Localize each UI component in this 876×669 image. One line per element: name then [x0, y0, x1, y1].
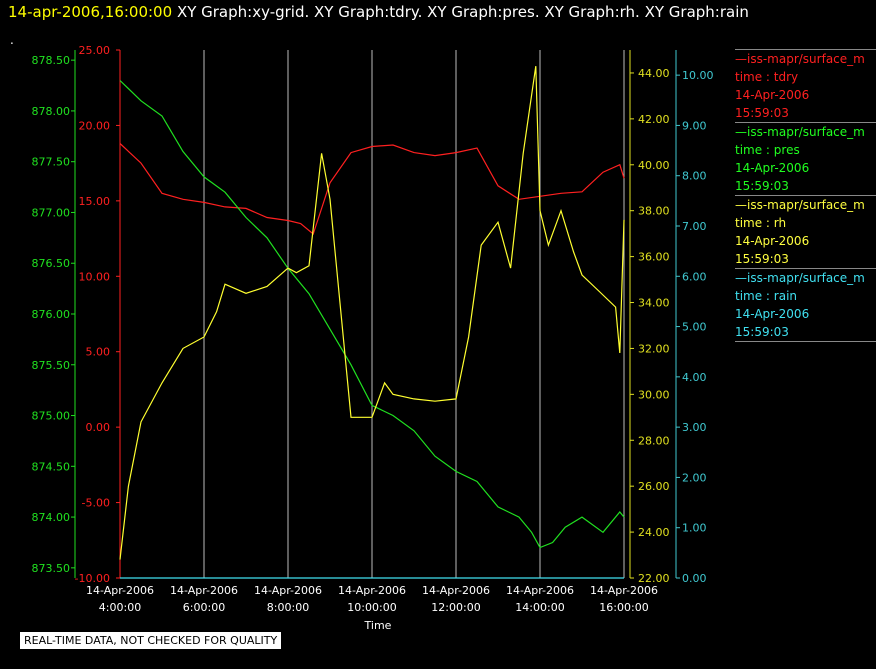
y-tick-label-rh: 36.00 [638, 251, 670, 264]
y-tick-label-rain: 0.00 [682, 572, 707, 585]
legend-series: —iss-mapr/surface_m [735, 52, 865, 66]
legend-time: 15:59:03 [735, 325, 789, 339]
legend-date: 14-Apr-2006 [735, 88, 810, 102]
y-tick-label-rain: 2.00 [682, 471, 707, 484]
y-tick-label-tdry: -10.00 [75, 572, 110, 585]
y-tick-label-rh: 32.00 [638, 342, 670, 355]
chart-header: 14-apr-2006,16:00:00 XY Graph:xy-grid. X… [8, 3, 749, 21]
legend-var: time : pres [735, 143, 800, 157]
y-tick-label-rain: 1.00 [682, 522, 707, 535]
x-tick-label-time: 8:00:00 [267, 601, 309, 614]
x-axis-label: Time [364, 619, 392, 632]
y-tick-label-tdry: 0.00 [86, 421, 111, 434]
legend-time: 15:59:03 [735, 179, 789, 193]
legend: —iss-mapr/surface_m time : tdry 14-Apr-200… [735, 49, 876, 342]
y-tick-label-tdry: 15.00 [79, 195, 111, 208]
x-tick-label-time: 10:00:00 [347, 601, 396, 614]
y-tick-label-rh: 42.00 [638, 113, 670, 126]
legend-series: —iss-mapr/surface_m [735, 271, 865, 285]
y-tick-label-rain: 5.00 [682, 321, 707, 334]
y-tick-label-rh: 26.00 [638, 480, 670, 493]
y-tick-label-tdry: -5.00 [82, 497, 110, 510]
y-tick-label-rh: 44.00 [638, 67, 670, 80]
legend-time: 15:59:03 [735, 106, 789, 120]
legend-var: time : tdry [735, 70, 799, 84]
legend-var: time : rain [735, 289, 798, 303]
header-graph-list: XY Graph:xy-grid. XY Graph:tdry. XY Grap… [176, 3, 749, 21]
x-tick-label-date: 14-Apr-2006 [422, 584, 490, 597]
y-tick-label-rh: 22.00 [638, 572, 670, 585]
y-tick-label-rain: 7.00 [682, 220, 707, 233]
y-tick-label-rain: 4.00 [682, 371, 707, 384]
y-tick-label-rain: 8.00 [682, 170, 707, 183]
status-dot: . [10, 33, 14, 47]
x-tick-label-time: 4:00:00 [99, 601, 141, 614]
y-tick-label-tdry: 10.00 [79, 270, 111, 283]
quality-disclaimer: REAL-TIME DATA, NOT CHECKED FOR QUALITY [20, 632, 282, 649]
legend-date: 14-Apr-2006 [735, 234, 810, 248]
y-tick-label-rh: 38.00 [638, 205, 670, 218]
y-tick-label-rh: 30.00 [638, 388, 670, 401]
y-tick-label-tdry: 20.00 [79, 119, 111, 132]
y-tick-label-pres: 876.00 [32, 308, 71, 321]
y-tick-label-rain: 9.00 [682, 119, 707, 132]
y-tick-label-pres: 877.00 [32, 206, 71, 219]
y-tick-label-pres: 876.50 [32, 257, 71, 270]
y-tick-label-pres: 875.50 [32, 359, 71, 372]
x-tick-label-time: 16:00:00 [599, 601, 648, 614]
series-line-pres [119, 80, 625, 549]
y-tick-label-pres: 878.50 [32, 54, 71, 67]
series-line-rh [119, 66, 625, 560]
y-tick-label-rh: 34.00 [638, 297, 670, 310]
y-tick-label-pres: 878.00 [32, 105, 71, 118]
y-tick-label-tdry: 25.00 [79, 44, 111, 57]
y-tick-label-rh: 24.00 [638, 526, 670, 539]
x-tick-label-date: 14-Apr-2006 [590, 584, 658, 597]
x-tick-label-date: 14-Apr-2006 [254, 584, 322, 597]
y-tick-label-pres: 874.00 [32, 511, 71, 524]
legend-date: 14-Apr-2006 [735, 161, 810, 175]
series-line-tdry [119, 143, 625, 236]
legend-time: 15:59:03 [735, 252, 789, 266]
x-tick-label-time: 12:00:00 [431, 601, 480, 614]
header-timestamp: 14-apr-2006,16:00:00 [8, 3, 173, 21]
legend-series: —iss-mapr/surface_m [735, 125, 865, 139]
y-tick-label-rain: 6.00 [682, 270, 707, 283]
y-tick-label-tdry: 5.00 [86, 346, 111, 359]
x-tick-label-time: 6:00:00 [183, 601, 225, 614]
y-tick-label-pres: 873.50 [32, 562, 71, 575]
x-tick-label-date: 14-Apr-2006 [86, 584, 154, 597]
legend-date: 14-Apr-2006 [735, 307, 810, 321]
x-tick-label-time: 14:00:00 [515, 601, 564, 614]
y-tick-label-rain: 3.00 [682, 421, 707, 434]
y-tick-label-pres: 874.50 [32, 460, 71, 473]
y-tick-label-pres: 875.00 [32, 410, 71, 423]
y-tick-label-rh: 40.00 [638, 159, 670, 172]
legend-var: time : rh [735, 216, 787, 230]
x-tick-label-date: 14-Apr-2006 [338, 584, 406, 597]
legend-series: —iss-mapr/surface_m [735, 198, 865, 212]
x-tick-label-date: 14-Apr-2006 [170, 584, 238, 597]
x-tick-label-date: 14-Apr-2006 [506, 584, 574, 597]
y-tick-label-rain: 10.00 [682, 69, 714, 82]
y-tick-label-rh: 28.00 [638, 434, 670, 447]
y-tick-label-pres: 877.50 [32, 156, 71, 169]
